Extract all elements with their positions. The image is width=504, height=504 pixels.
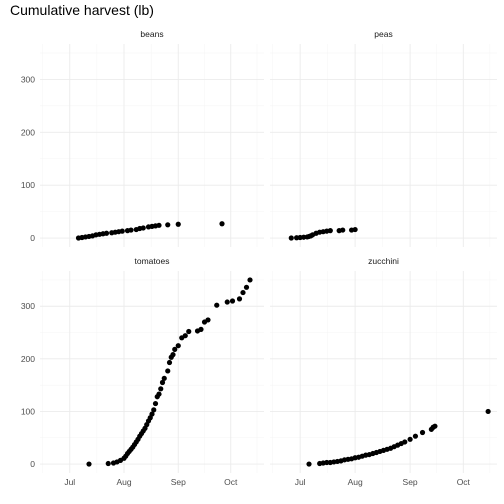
data-point xyxy=(156,391,161,396)
chart-title: Cumulative harvest (lb) xyxy=(10,2,154,18)
data-point xyxy=(225,299,230,304)
data-point xyxy=(183,333,188,338)
data-point xyxy=(106,461,111,466)
y-tick-label: 300 xyxy=(21,74,35,84)
x-tick-label: Aug xyxy=(116,477,131,487)
data-point xyxy=(247,277,252,282)
y-tick-label: 100 xyxy=(21,180,35,190)
data-point xyxy=(219,221,224,226)
data-point xyxy=(240,290,245,295)
x-tick-label: Aug xyxy=(348,477,363,487)
data-point xyxy=(153,401,158,406)
data-point xyxy=(289,235,294,240)
data-point xyxy=(402,439,407,444)
data-point xyxy=(214,303,219,308)
data-point xyxy=(165,222,170,227)
data-point xyxy=(244,285,249,290)
data-point xyxy=(198,327,203,332)
data-point xyxy=(141,225,146,230)
data-point xyxy=(230,298,235,303)
y-tick-label: 100 xyxy=(21,406,35,416)
facet-panel-peas: peas xyxy=(270,29,497,247)
data-point xyxy=(353,227,358,232)
x-tick-label: Jul xyxy=(295,477,306,487)
data-point xyxy=(170,352,175,357)
facet-panel-beans: beans 0 100 200 300 xyxy=(21,29,264,247)
data-point xyxy=(158,386,163,391)
data-point xyxy=(120,229,125,234)
x-tick-label: Sep xyxy=(171,477,186,487)
data-point xyxy=(486,409,491,414)
x-tick-label: Jul xyxy=(64,477,75,487)
y-tick-label: 200 xyxy=(21,354,35,364)
x-tick-label: Sep xyxy=(403,477,418,487)
data-point xyxy=(408,437,413,442)
y-tick-label: 0 xyxy=(30,233,35,243)
data-point xyxy=(167,360,172,365)
data-point xyxy=(432,424,437,429)
facet-strip-label: beans xyxy=(140,29,163,39)
facet-strip-label: peas xyxy=(374,29,392,39)
data-point xyxy=(205,317,210,322)
facet-strip-label: tomatoes xyxy=(135,256,170,266)
x-tick-label: Oct xyxy=(457,477,471,487)
y-tick-label: 200 xyxy=(21,127,35,137)
data-point xyxy=(420,430,425,435)
data-point xyxy=(328,228,333,233)
data-point xyxy=(186,329,191,334)
x-tick-label: Oct xyxy=(224,477,238,487)
y-tick-label: 0 xyxy=(30,459,35,469)
facet-strip-label: zucchini xyxy=(368,256,399,266)
data-point xyxy=(176,343,181,348)
data-point xyxy=(306,461,311,466)
data-point xyxy=(165,368,170,373)
data-point xyxy=(156,223,161,228)
data-point xyxy=(104,231,109,236)
data-point xyxy=(162,376,167,381)
data-point xyxy=(86,461,91,466)
y-tick-label: 300 xyxy=(21,301,35,311)
data-point xyxy=(128,227,133,232)
facet-panel-zucchini: zucchini Jul Aug Sep Oct xyxy=(270,256,497,487)
data-point xyxy=(340,227,345,232)
data-point xyxy=(237,296,242,301)
data-point xyxy=(413,434,418,439)
data-point xyxy=(176,222,181,227)
data-point xyxy=(151,407,156,412)
facet-panel-tomatoes: tomatoes 0 100 200 300 Jul Aug Sep Oct xyxy=(21,256,264,487)
